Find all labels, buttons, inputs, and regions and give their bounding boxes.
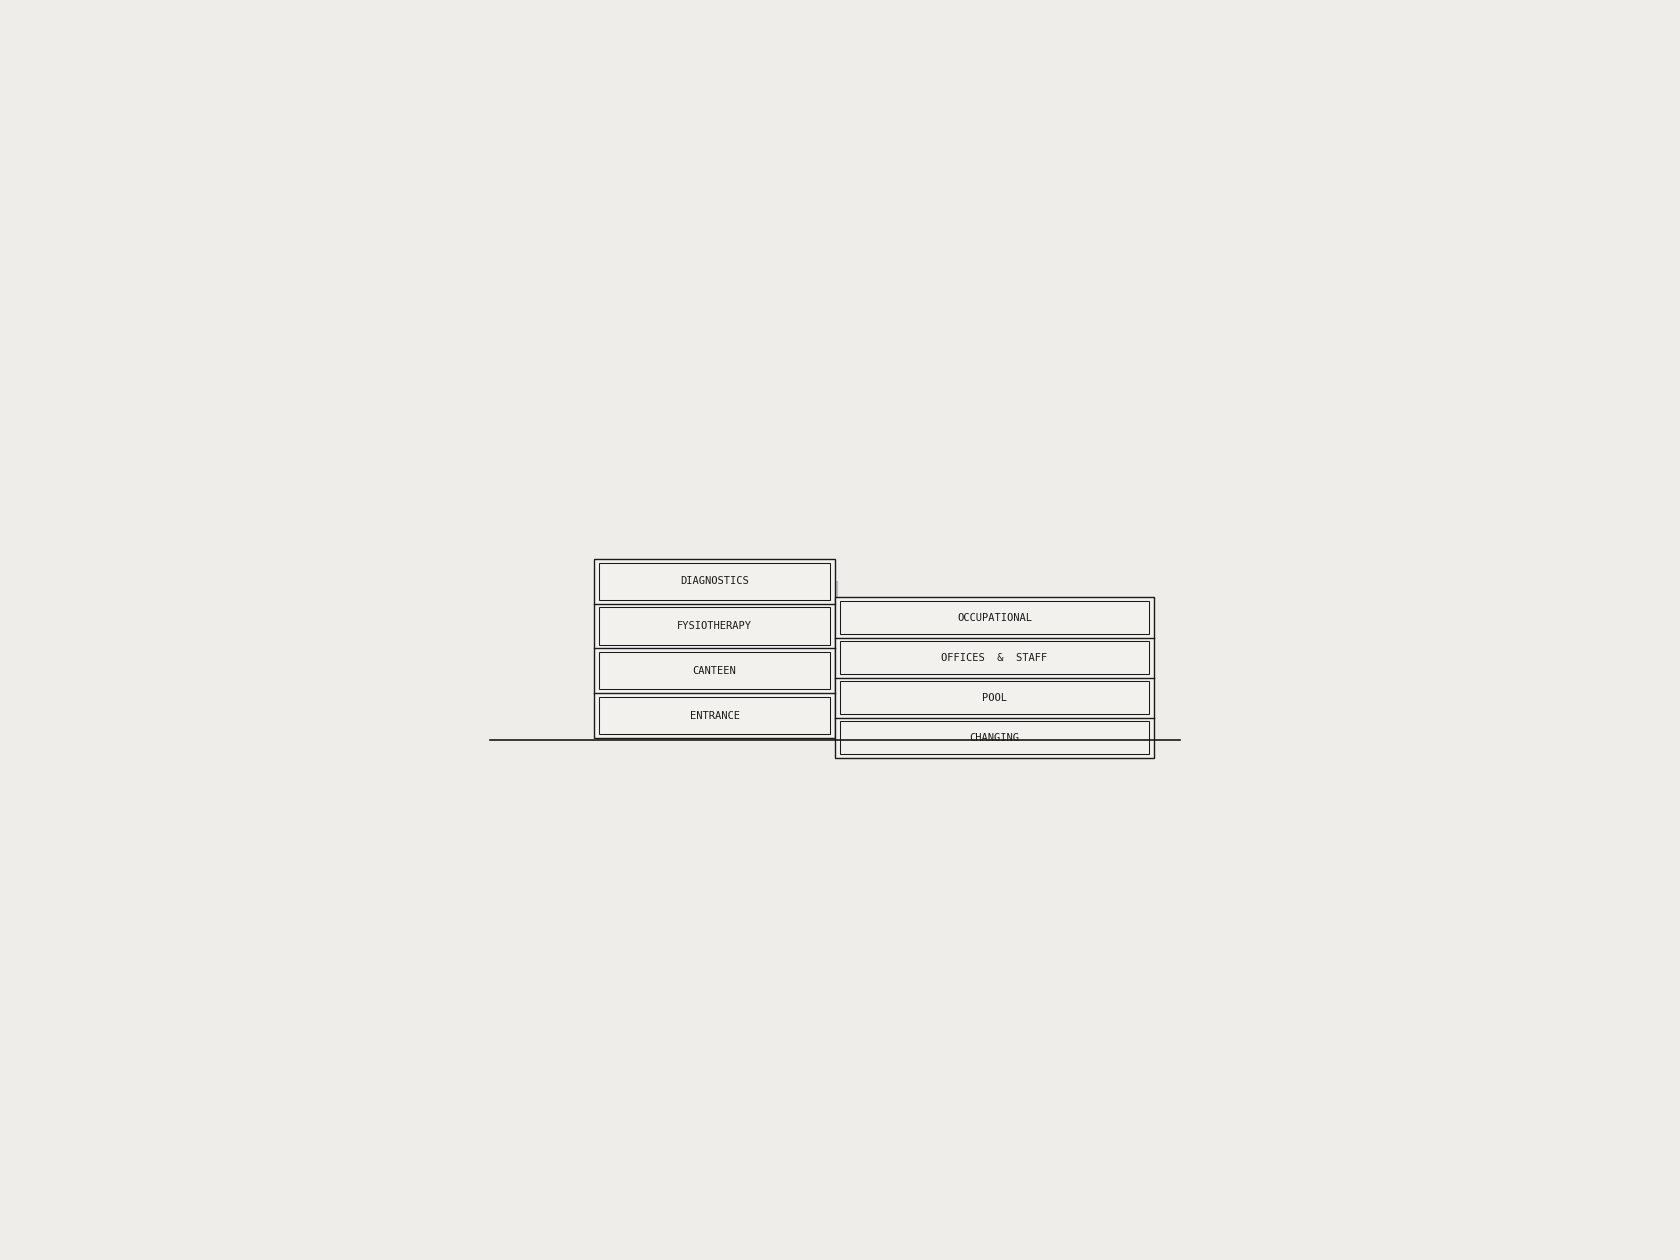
Text: POOL: POOL xyxy=(981,693,1006,703)
Bar xyxy=(600,607,830,645)
Text: ENTRANCE: ENTRANCE xyxy=(689,711,739,721)
Bar xyxy=(840,641,1149,674)
Bar xyxy=(835,597,1154,757)
Bar xyxy=(840,722,1149,753)
Bar xyxy=(600,653,830,689)
Bar xyxy=(600,697,830,735)
Bar xyxy=(840,601,1149,634)
Text: FYSIOTHERAPY: FYSIOTHERAPY xyxy=(677,621,753,631)
Bar xyxy=(840,682,1149,713)
Text: OFFICES  &  STAFF: OFFICES & STAFF xyxy=(941,653,1048,663)
Text: OCCUPATIONAL: OCCUPATIONAL xyxy=(958,612,1032,622)
Bar xyxy=(600,562,830,600)
Text: CANTEEN: CANTEEN xyxy=(692,665,736,675)
Bar xyxy=(595,558,835,738)
Text: CHANGING: CHANGING xyxy=(969,732,1020,742)
Text: DIAGNOSTICS: DIAGNOSTICS xyxy=(680,576,749,586)
